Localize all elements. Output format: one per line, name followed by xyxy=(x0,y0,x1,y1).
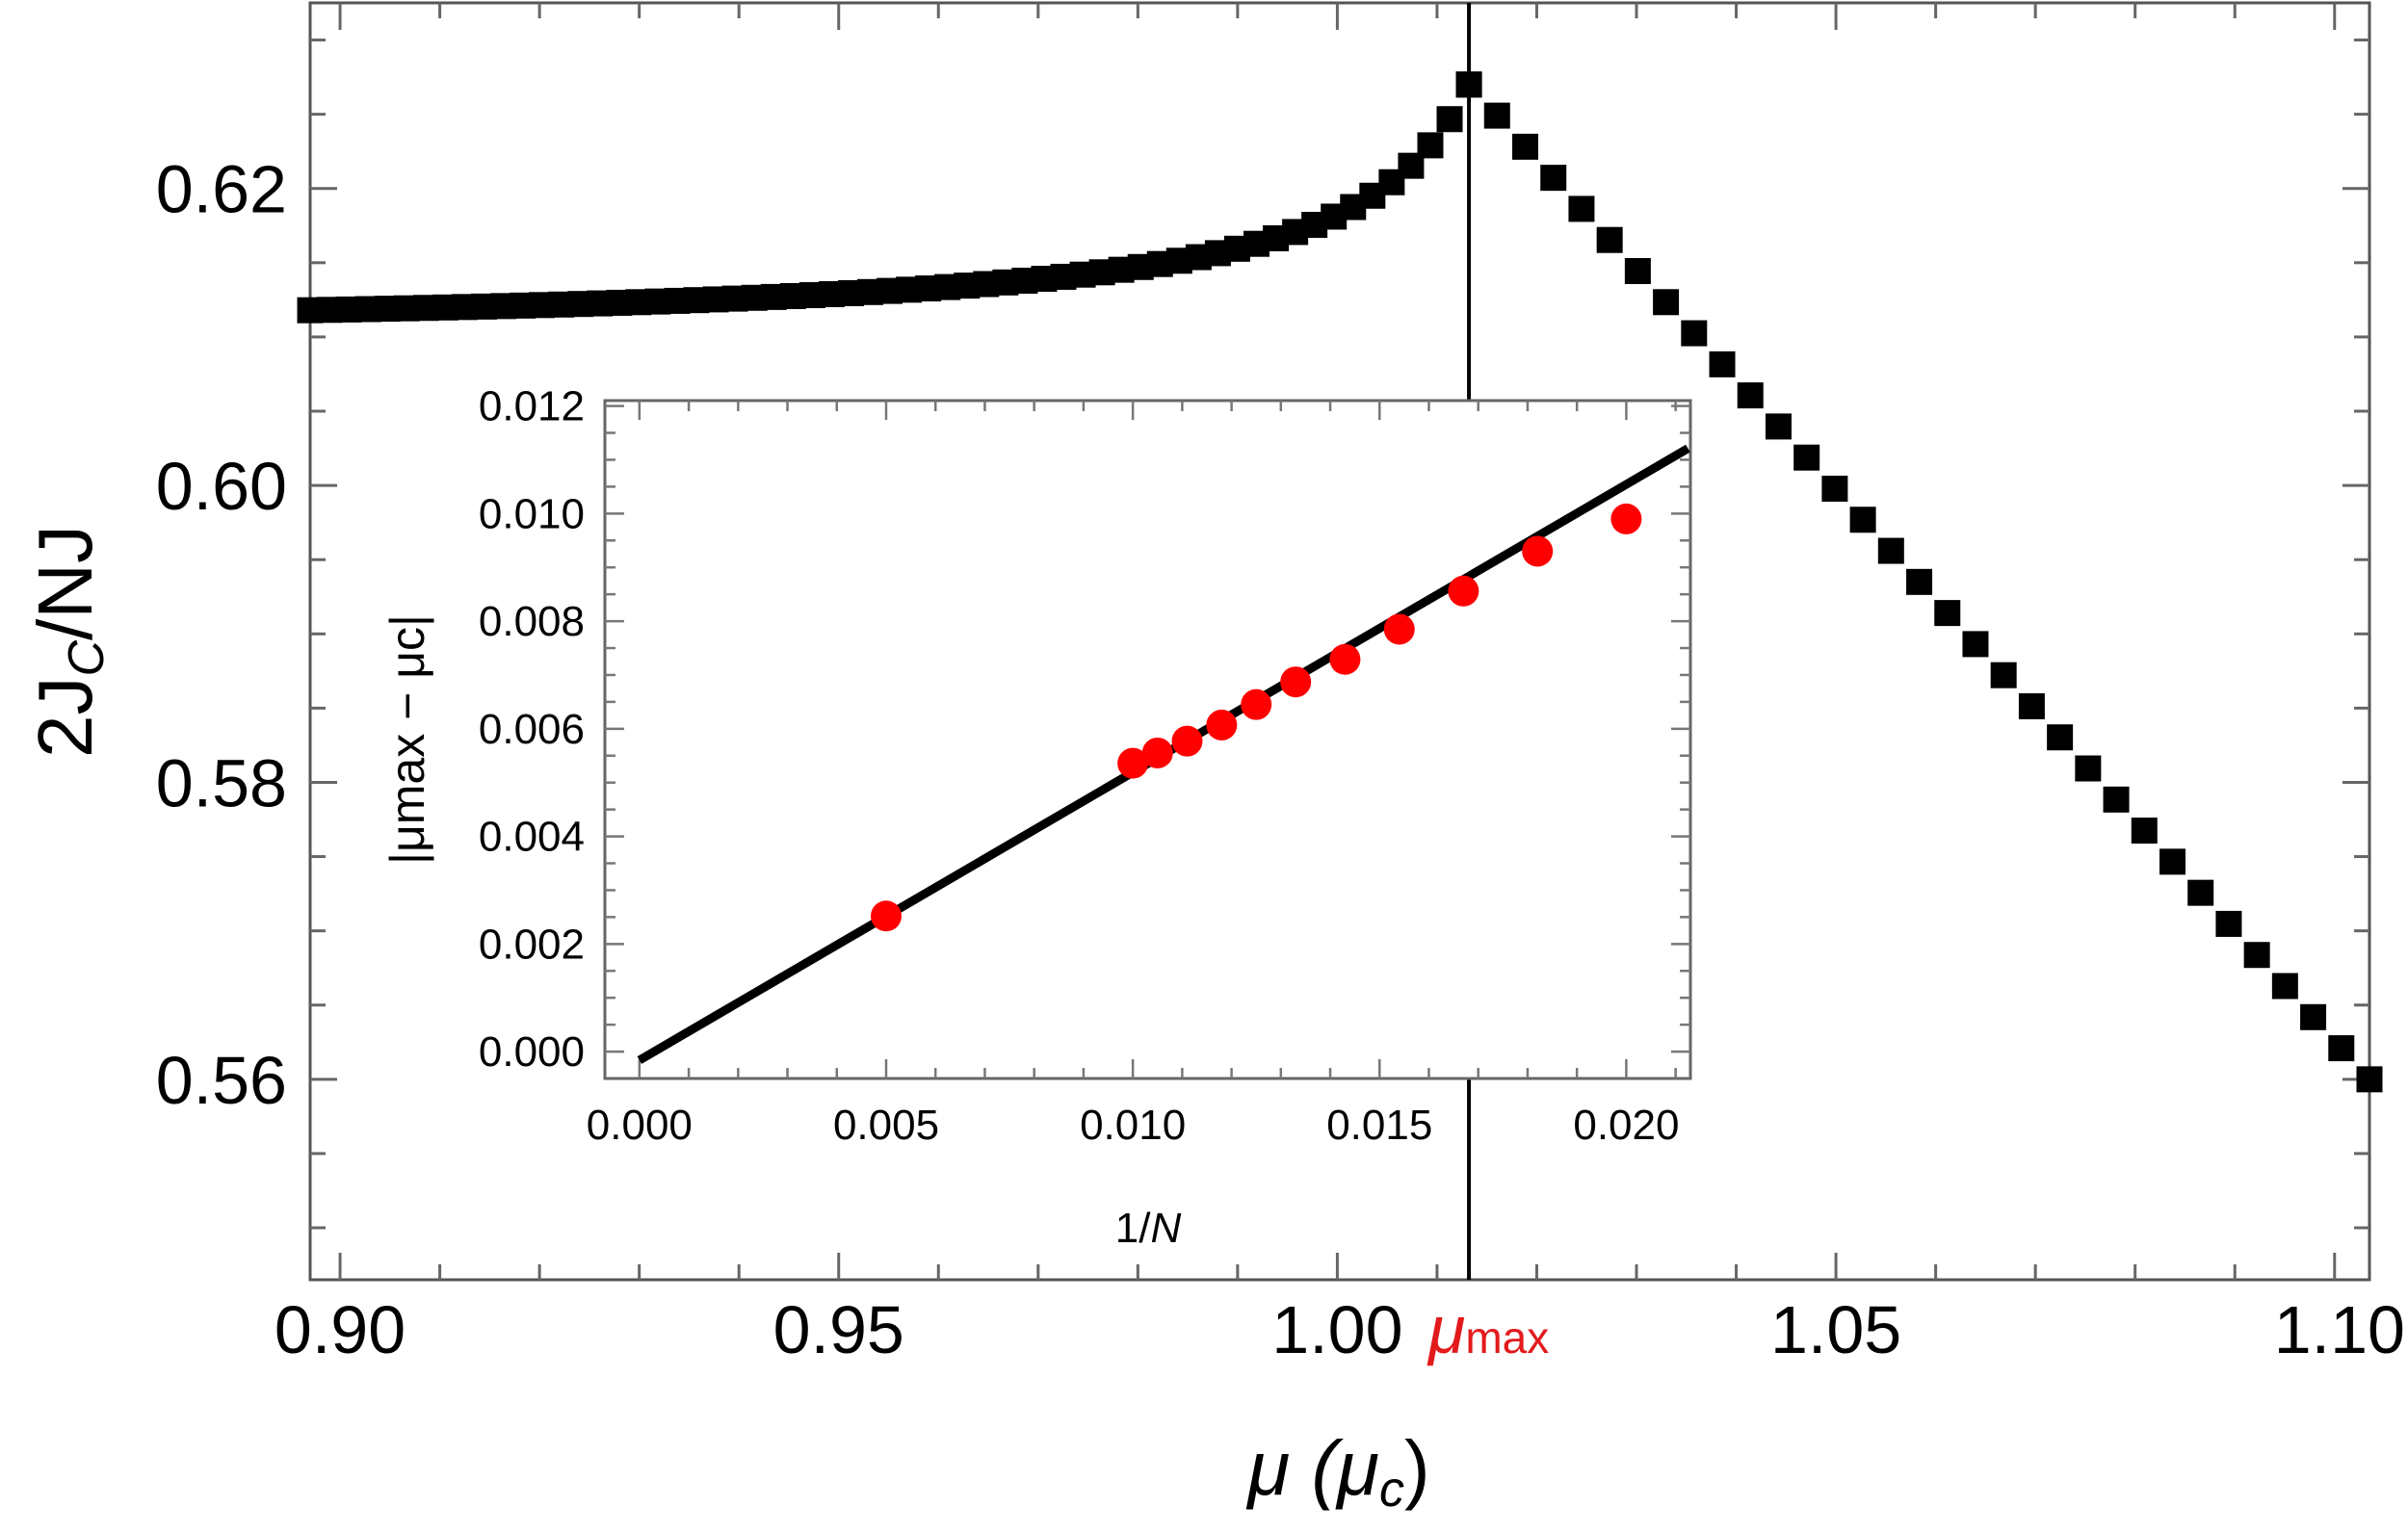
data-marker xyxy=(1417,132,1444,159)
main-y-axis-title: 2JC/NJ xyxy=(22,525,115,758)
mu-max-label: μmax xyxy=(1426,1292,1549,1367)
data-marker xyxy=(2187,879,2214,906)
x-tick-label: 0.95 xyxy=(773,1292,904,1367)
data-marker xyxy=(1709,351,1736,377)
inset-y-tick-label: 0.000 xyxy=(479,1028,585,1076)
inset-x-title-symbol: N xyxy=(1150,1205,1181,1252)
y-title-prefix: 2J xyxy=(22,677,108,759)
inset-plot-frame xyxy=(603,399,1692,1080)
x-title-subscript: c xyxy=(1379,1462,1404,1518)
data-marker xyxy=(2047,724,2074,751)
data-marker xyxy=(2215,910,2242,937)
mu-max-symbol: μ xyxy=(1426,1292,1465,1367)
data-marker xyxy=(2328,1035,2355,1062)
inset-y-tick-label: 0.010 xyxy=(479,490,585,537)
inset-data-point xyxy=(1610,503,1642,534)
inset-data-point xyxy=(1171,725,1203,757)
inset-x-axis-title: 1/N xyxy=(1115,1205,1182,1252)
inset-x-tick-label: 0.000 xyxy=(587,1102,693,1149)
data-marker xyxy=(1765,413,1792,440)
y-tick-label: 0.62 xyxy=(156,152,287,227)
inset-tick-marks xyxy=(605,401,1690,1078)
data-marker xyxy=(2075,755,2102,782)
inset-data-point xyxy=(1448,575,1479,607)
main-x-axis-title: μ (μc) xyxy=(1245,1425,1429,1518)
inset-y-tick-label: 0.008 xyxy=(479,598,585,645)
data-marker xyxy=(1512,133,1539,160)
data-marker xyxy=(2131,818,2158,844)
data-marker xyxy=(1436,106,1463,133)
x-tick-label: 1.00 xyxy=(1271,1292,1402,1367)
x-title-symbol2: μ xyxy=(1335,1425,1379,1511)
data-marker xyxy=(1990,662,2017,689)
data-marker xyxy=(1793,444,1820,471)
data-marker xyxy=(1653,289,1680,316)
inset-x-tick-label: 0.010 xyxy=(1080,1102,1186,1149)
inset-x-tick-label: 0.005 xyxy=(833,1102,939,1149)
data-marker xyxy=(1849,507,1876,533)
data-marker xyxy=(1681,320,1708,347)
inset-x-tick-labels: 0.000 0.005 0.010 0.015 0.020 xyxy=(587,1102,1680,1149)
inset-y-axis-title: |μmax − μc| xyxy=(380,614,434,865)
data-marker xyxy=(2271,973,2298,1000)
inset-data-point xyxy=(870,900,902,932)
inset-data-point xyxy=(1241,689,1272,720)
data-marker xyxy=(1934,600,1961,627)
y-title-subscript: C xyxy=(59,640,115,677)
data-marker xyxy=(1877,537,1904,564)
inset-data-points xyxy=(870,503,1642,932)
data-marker xyxy=(1821,475,1848,502)
inset-data-point xyxy=(1383,613,1415,645)
y-tick-label: 0.58 xyxy=(156,745,287,820)
inset-data-point xyxy=(1206,709,1238,741)
data-marker xyxy=(2159,848,2186,875)
inset-y-tick-label: 0.004 xyxy=(479,814,585,861)
inset-y-tick-label: 0.002 xyxy=(479,921,585,968)
x-title-close: ) xyxy=(1404,1425,1430,1511)
inset-data-point xyxy=(1522,535,1554,567)
y-tick-label: 0.56 xyxy=(156,1043,287,1118)
inset-y-tick-label: 0.006 xyxy=(479,706,585,753)
data-marker xyxy=(1624,257,1651,284)
x-title-symbol: μ ( xyxy=(1245,1425,1344,1511)
inset-data-point xyxy=(1329,643,1361,675)
y-title-suffix: /NJ xyxy=(22,525,108,640)
inset-x-tick-label: 0.015 xyxy=(1326,1102,1432,1149)
data-marker xyxy=(1483,102,1510,129)
data-marker xyxy=(1568,195,1595,222)
x-tick-label: 1.10 xyxy=(2274,1292,2405,1367)
data-marker xyxy=(1737,382,1764,409)
data-marker xyxy=(1540,165,1567,192)
data-marker xyxy=(2018,692,2045,719)
inset-data-point xyxy=(1141,737,1173,768)
main-x-tick-labels: 0.90 0.95 1.00 1.05 1.10 xyxy=(275,1292,2405,1367)
main-plot-frame xyxy=(308,1,2371,1282)
inset-x-title-text: 1/ xyxy=(1115,1205,1151,1252)
x-tick-label: 1.05 xyxy=(1770,1292,1901,1367)
data-marker xyxy=(1596,226,1623,253)
main-data-markers xyxy=(297,71,2383,1093)
data-marker xyxy=(2103,786,2130,813)
data-marker xyxy=(2356,1066,2383,1093)
data-marker xyxy=(2300,1003,2327,1030)
data-marker xyxy=(1906,568,1933,595)
main-y-tick-labels: 0.56 0.58 0.60 0.62 xyxy=(156,152,287,1118)
inset-data-point xyxy=(1280,666,1312,698)
mu-max-subscript: max xyxy=(1465,1312,1549,1363)
data-marker xyxy=(1962,631,1989,658)
main-tick-marks xyxy=(310,3,2369,1280)
y-tick-label: 0.60 xyxy=(156,449,287,524)
data-marker xyxy=(2243,942,2270,969)
inset-x-tick-label: 0.020 xyxy=(1573,1102,1679,1149)
inset-y-tick-labels: 0.000 0.002 0.004 0.006 0.008 0.010 0.01… xyxy=(479,383,585,1076)
inset-y-tick-label: 0.012 xyxy=(479,383,585,430)
x-tick-label: 0.90 xyxy=(275,1292,406,1367)
inset-data-point xyxy=(1117,747,1149,779)
